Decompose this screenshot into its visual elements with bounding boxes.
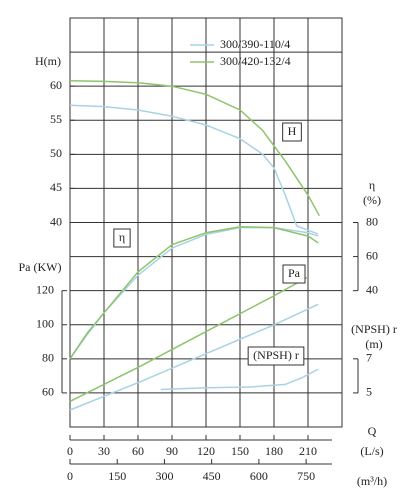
curve-label-box xyxy=(282,122,302,142)
curve xyxy=(160,368,319,391)
legend-label: 300/420-132/4 xyxy=(220,54,291,68)
x-tick-label: 60 xyxy=(132,444,144,458)
y-tick-label: 60 xyxy=(366,248,378,262)
x-tick-label: 210 xyxy=(299,444,317,458)
curve-label: η xyxy=(119,230,125,244)
y-tick-label: 120 xyxy=(36,282,54,296)
y-tick-label: 45 xyxy=(50,180,62,194)
y-tick-label: 100 xyxy=(36,317,54,331)
legend-label: 300/390-110/4 xyxy=(220,37,290,51)
x-tick-label: 120 xyxy=(197,444,215,458)
y-tick-label: 40 xyxy=(50,214,62,228)
curve xyxy=(69,276,309,403)
y-tick-label: 50 xyxy=(50,146,62,160)
curve xyxy=(69,226,319,360)
curve-label: (NPSH) r xyxy=(253,348,299,362)
x2-tick-label: 600 xyxy=(250,469,268,483)
x-tick-label: 150 xyxy=(231,444,249,458)
x-axis-label: Q xyxy=(368,424,377,438)
x-axis-unit: (L/s) xyxy=(360,444,383,458)
y-tick-label: 60 xyxy=(42,385,54,399)
y-tick-label: 7 xyxy=(366,351,372,365)
curve-label: H xyxy=(288,124,297,138)
x-tick-label: 30 xyxy=(98,444,110,458)
grid xyxy=(69,17,343,428)
y-tick-label: 80 xyxy=(366,214,378,228)
y-axis-label: (NPSH) r xyxy=(351,322,397,336)
curve-label-box xyxy=(113,228,131,248)
x2-tick-label: 750 xyxy=(297,469,315,483)
y-axis-unit: (%) xyxy=(363,193,381,207)
y-tick-label: 40 xyxy=(366,282,378,296)
y-tick-label: 60 xyxy=(50,78,62,92)
curve-label-box xyxy=(282,264,306,284)
x2-tick-label: 300 xyxy=(155,469,173,483)
x2-tick-label: 150 xyxy=(108,469,126,483)
x-tick-label: 180 xyxy=(265,444,283,458)
y-axis-unit: (m) xyxy=(365,337,382,351)
y-axis-label: η xyxy=(369,178,375,192)
curve xyxy=(69,104,319,235)
y-tick-label: 55 xyxy=(50,112,62,126)
curve-label-box xyxy=(247,346,305,366)
x-tick-label: 90 xyxy=(166,444,178,458)
y-axis-label: Pa (KW) xyxy=(19,260,62,274)
curve xyxy=(69,226,319,360)
y-tick-label: 5 xyxy=(366,385,372,399)
y-tick-label: 80 xyxy=(42,351,54,365)
x-tick-label: 0 xyxy=(67,444,73,458)
curve-label: Pa xyxy=(288,266,301,280)
y-axis-label: H(m) xyxy=(35,54,61,68)
curve xyxy=(69,79,320,217)
curve xyxy=(69,303,319,411)
x2-axis-unit: (m³/h) xyxy=(357,474,387,488)
x2-tick-label: 450 xyxy=(203,469,221,483)
x2-tick-label: 0 xyxy=(67,469,73,483)
